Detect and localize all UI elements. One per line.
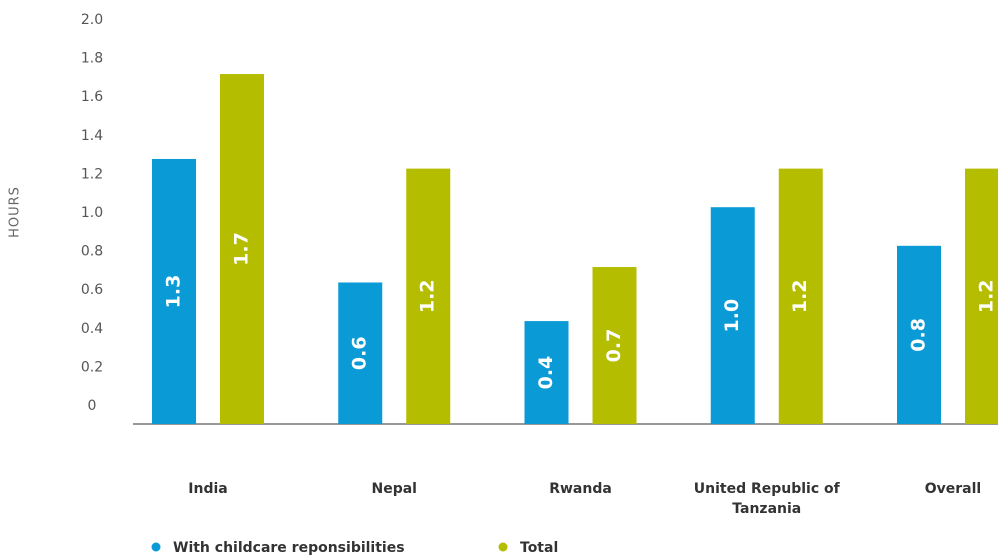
y-tick-label: 1.6 — [81, 89, 103, 105]
bar — [592, 267, 637, 424]
bar — [406, 168, 451, 424]
bar — [524, 321, 569, 424]
x-tick-label: India — [188, 481, 228, 497]
value-label: 1.2 — [417, 279, 439, 313]
bar — [710, 207, 755, 424]
y-tick-label: 1.4 — [81, 128, 103, 144]
bar — [220, 74, 264, 424]
value-label: 1.2 — [789, 279, 811, 313]
bar — [778, 168, 823, 424]
y-tick-label: 1.2 — [81, 166, 103, 182]
value-label: 0.4 — [535, 356, 557, 390]
legend-marker — [498, 542, 508, 552]
bar — [897, 245, 941, 424]
value-label: 1.2 — [976, 279, 998, 313]
y-tick-label: 1.8 — [81, 51, 103, 67]
y-tick-label: 0.6 — [81, 282, 103, 298]
y-tick-label: 0.8 — [81, 244, 103, 260]
legend-label: Total — [520, 540, 558, 556]
value-label: 1.3 — [163, 275, 185, 309]
y-tick-label: 2.0 — [81, 12, 103, 28]
y-tick-label: 1.0 — [81, 205, 103, 221]
y-tick-label: 0.2 — [81, 359, 103, 375]
value-label: 0.6 — [349, 336, 371, 370]
y-tick-label: 0.4 — [81, 321, 103, 337]
y-tick-label: 0 — [88, 398, 97, 414]
bar — [965, 168, 998, 424]
x-tick-label: Rwanda — [549, 481, 612, 497]
value-label: 0.8 — [908, 318, 930, 352]
value-label: 1.7 — [231, 232, 253, 266]
bar — [338, 282, 383, 424]
x-tick-label: United Republic of Tanzania — [693, 481, 840, 517]
value-label: 0.7 — [603, 329, 625, 363]
value-label: 1.0 — [721, 299, 743, 333]
x-tick-label: Overall — [924, 481, 982, 497]
legend-label: With childcare reponsibilities — [173, 540, 405, 556]
x-tick-label: Nepal — [371, 481, 417, 497]
legend-marker — [151, 542, 161, 552]
y-axis-label: HOURS — [8, 186, 23, 238]
bar — [152, 158, 196, 424]
